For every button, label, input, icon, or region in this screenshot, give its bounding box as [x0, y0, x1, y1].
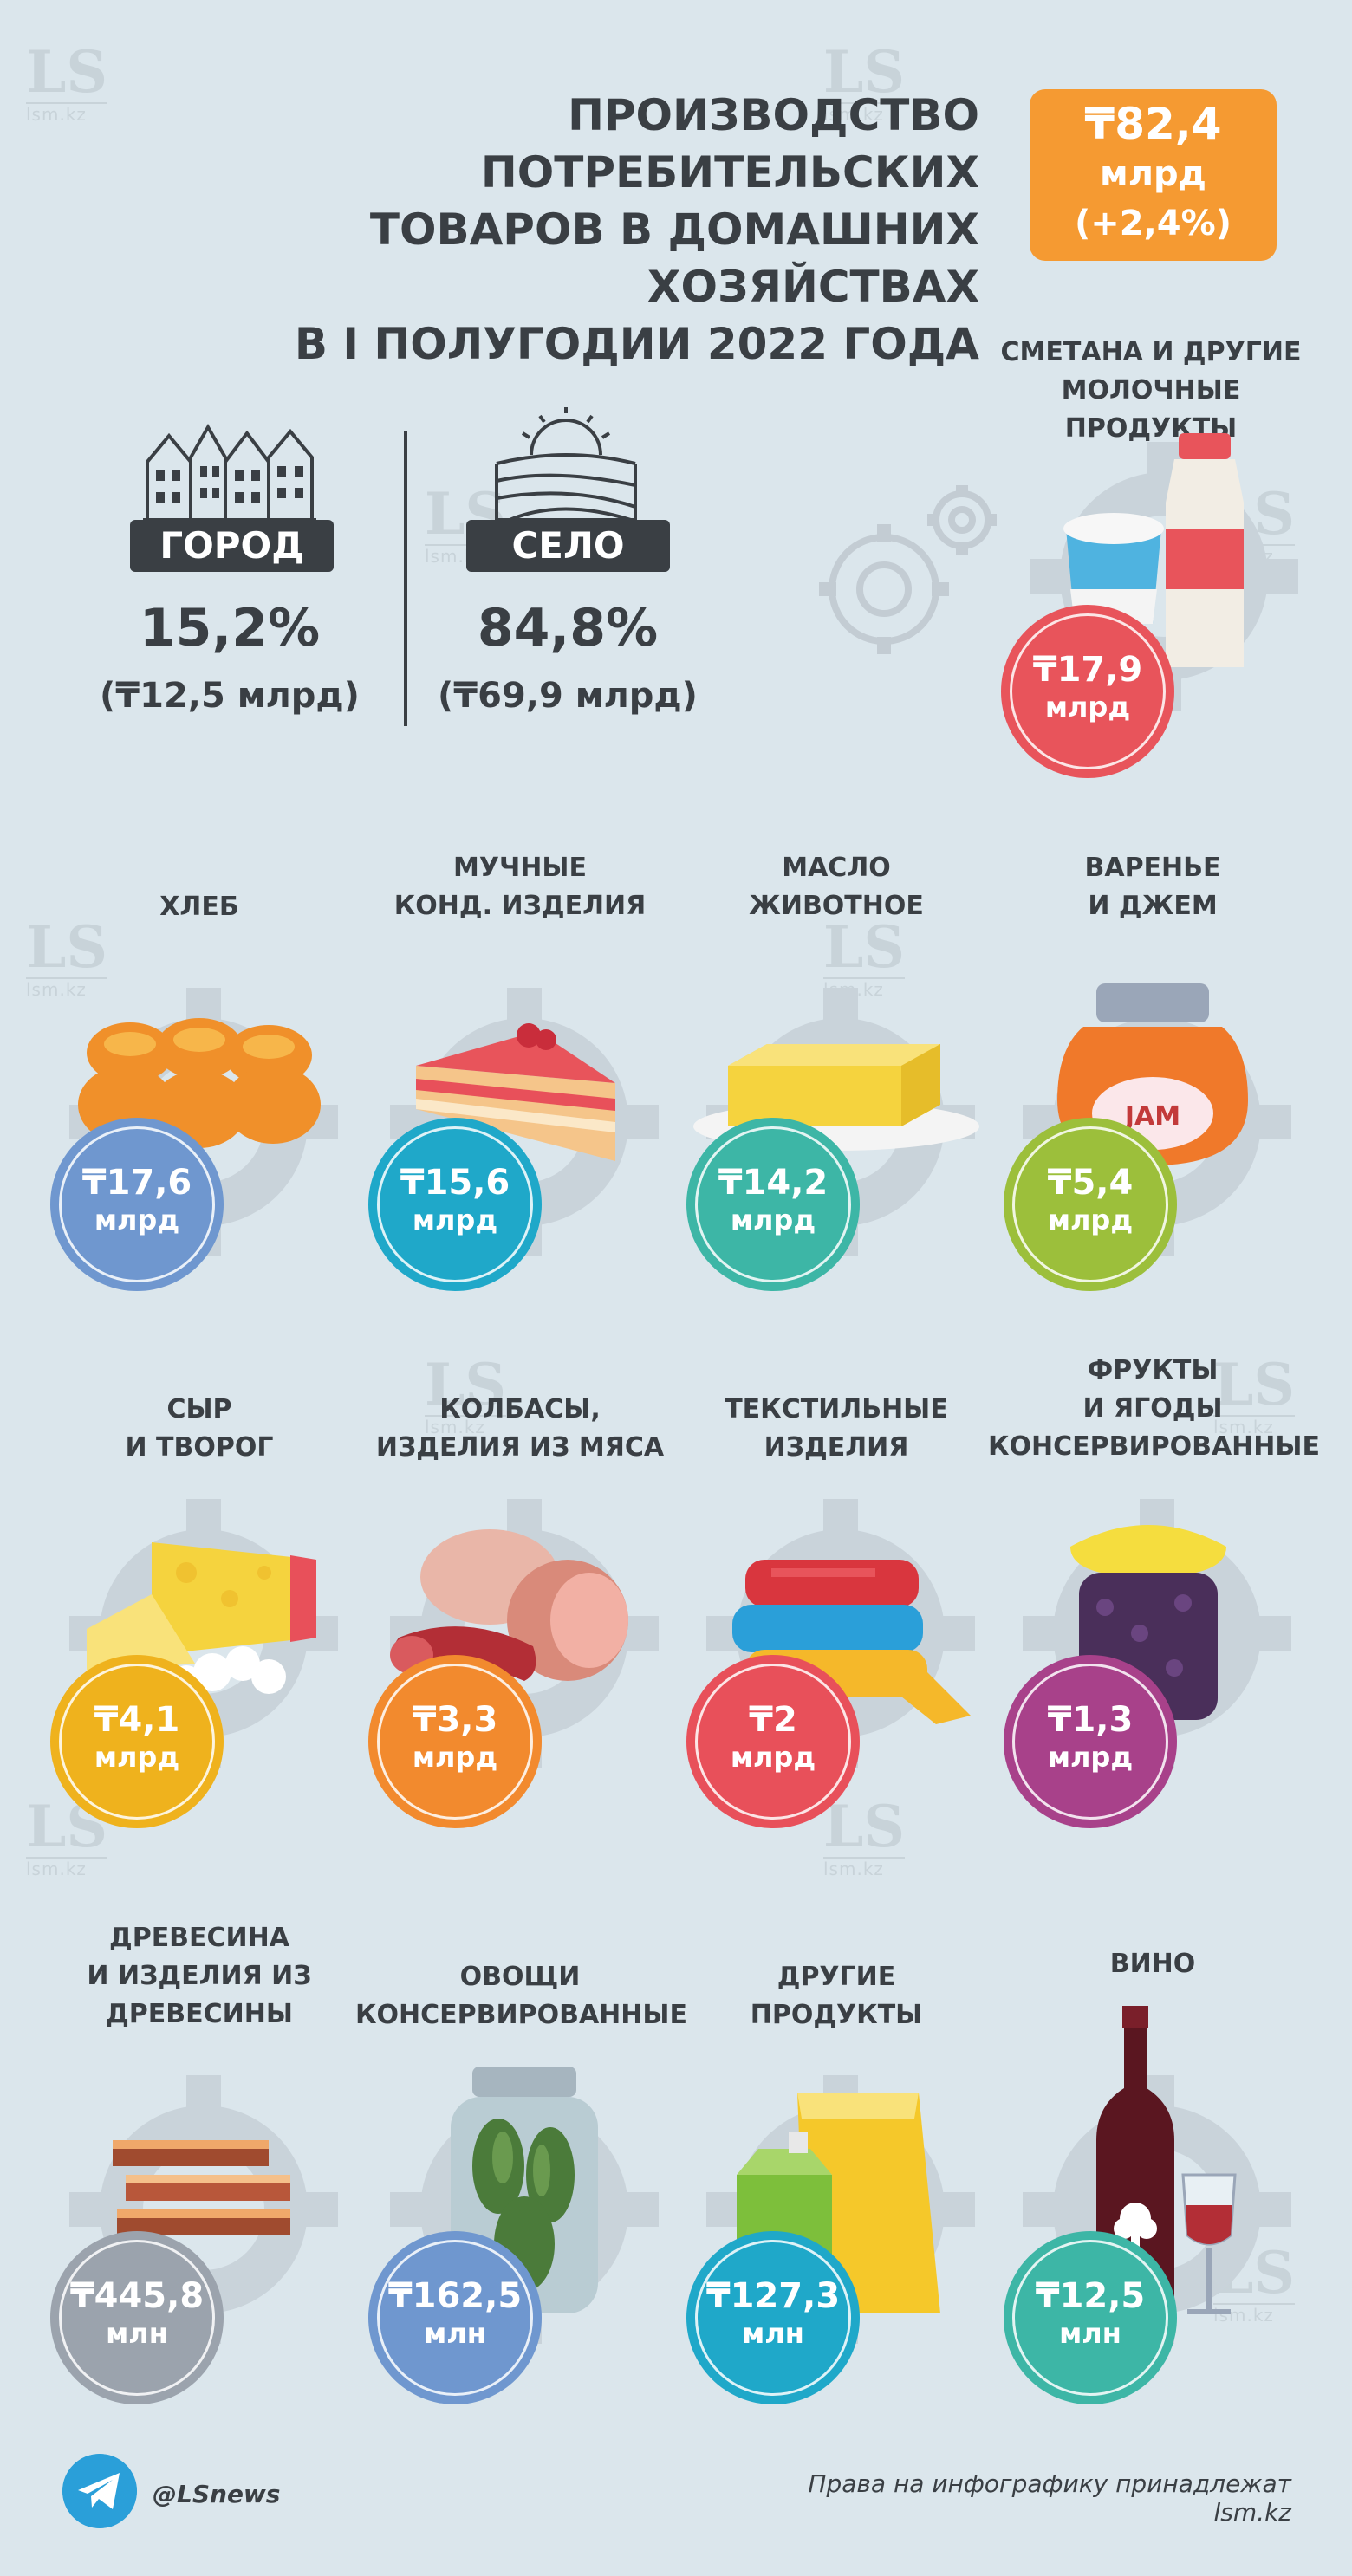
product-label-cheese: СЫР И ТВОРОГ [125, 1394, 274, 1463]
city-tag: ГОРОД [130, 520, 334, 572]
product-circle-dairy: ₸17,9 млрд [1001, 605, 1174, 778]
total-value: ₸82,4 [1084, 99, 1222, 149]
product-circle-textile: ₸2 млрд [686, 1655, 860, 1828]
village-tag: СЕЛО [466, 520, 670, 572]
product-circle-other: ₸127,3 млн [686, 2231, 860, 2404]
textile-icon [732, 1560, 971, 1724]
product-label-other: ДРУГИЕ ПРОДУКТЫ [750, 1962, 923, 2030]
product-label-confectionery: МУЧНЫЕ КОНД. ИЗДЕЛИЯ [393, 853, 647, 921]
telegram-icon[interactable] [62, 2454, 137, 2528]
product-label-textile: ТЕКСТИЛЬНЫЕ ИЗДЕЛИЯ [725, 1394, 948, 1463]
city-buildings-icon [143, 423, 316, 522]
product-label-pickles: ОВОЩИ КОНСЕРВИРОВАННЫЕ [355, 1962, 687, 2030]
product-label-wood: ДРЕВЕСИНА И ИЗДЕЛИЯ ИЗ ДРЕВЕСИНЫ [87, 1923, 312, 2029]
village-amount: (₸69,9 млрд) [438, 676, 698, 716]
page-title: ПРОИЗВОДСТВО ПОТРЕБИТЕЛЬСКИХ ТОВАРОВ В Д… [294, 90, 979, 369]
social-handle[interactable]: @LSnews [153, 2480, 281, 2508]
split-divider [404, 431, 407, 726]
wood-icon [113, 2140, 290, 2235]
total-change: (+2,4%) [1074, 204, 1232, 243]
cheese-icon [87, 1542, 316, 1697]
product-circle-butter: ₸14,2 млрд [686, 1118, 860, 1291]
product-circle-confectionery: ₸15,6 млрд [368, 1118, 542, 1291]
product-circle-preserved-fruit: ₸1,3 млрд [1004, 1655, 1177, 1828]
product-label-bread: ХЛЕБ [159, 892, 239, 922]
product-circle-sausage: ₸3,3 млрд [368, 1655, 542, 1828]
product-label-jam: ВАРЕНЬЕ И ДЖЕМ [1084, 853, 1221, 921]
product-label-wine: ВИНО [1109, 1949, 1196, 1979]
city-amount: (₸12,5 млрд) [100, 676, 360, 716]
total-badge: ₸82,4 млрд (+2,4%) [1030, 89, 1277, 261]
product-label-butter: МАСЛО ЖИВОТНОЕ [749, 853, 924, 921]
svg-text:JAM: JAM [1123, 1101, 1180, 1132]
product-circle-jam: ₸5,4 млрд [1004, 1118, 1177, 1291]
product-circle-wood: ₸445,8 млн [50, 2231, 224, 2404]
dairy-icon [1063, 433, 1244, 667]
product-label-preserved-fruit: ФРУКТЫ И ЯГОДЫ КОНСЕРВИРОВАННЫЕ [988, 1355, 1320, 1462]
gears-icon [819, 485, 997, 654]
village-fields-icon [495, 407, 637, 522]
village-percent: 84,8% [477, 598, 659, 659]
product-circle-pickles: ₸162,5 млн [368, 2231, 542, 2404]
copyright-notice: Права на инфографику принадлежат lsm.kz [808, 2469, 1291, 2527]
cake-icon [416, 1023, 615, 1161]
product-circle-bread: ₸17,6 млрд [50, 1118, 224, 1291]
city-percent: 15,2% [139, 598, 321, 659]
total-unit: млрд [1100, 154, 1206, 194]
product-circle-cheese: ₸4,1 млрд [50, 1655, 224, 1828]
product-label-sausage: КОЛБАСЫ, ИЗДЕЛИЯ ИЗ МЯСА [375, 1394, 665, 1463]
product-circle-wine: ₸12,5 млн [1004, 2231, 1177, 2404]
